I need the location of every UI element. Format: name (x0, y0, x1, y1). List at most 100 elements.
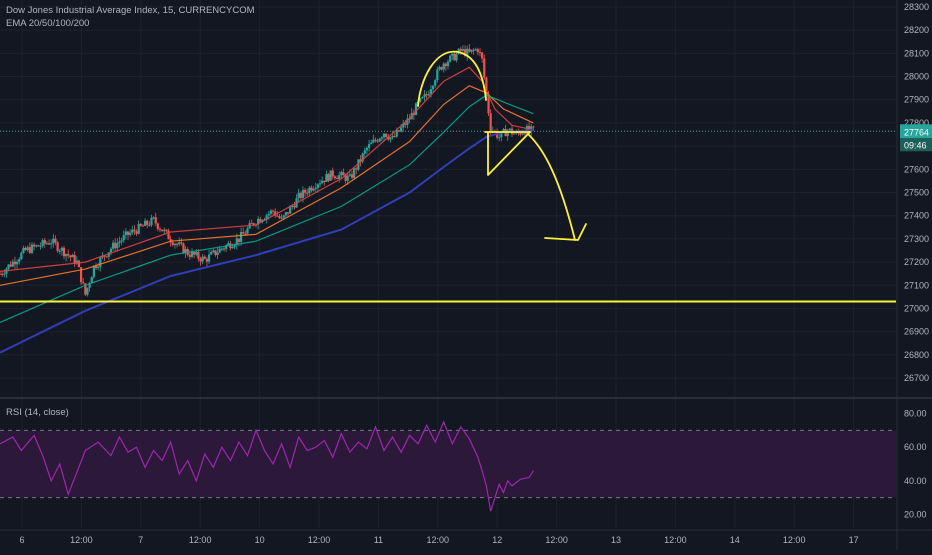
countdown-badge (900, 138, 932, 152)
time-tick-label: 13 (611, 535, 621, 545)
candle-body (487, 94, 490, 114)
time-tick-label: 12:00 (308, 535, 331, 545)
price-tick-label: 27100 (904, 280, 929, 290)
candle-body (367, 144, 371, 148)
candle-body (171, 242, 174, 246)
candle-body (346, 175, 349, 181)
candle-body (436, 69, 439, 81)
candle-body (265, 215, 268, 220)
candle-body (513, 133, 516, 135)
candle-body (278, 216, 281, 219)
candle-body (94, 265, 98, 269)
candle-body (41, 240, 44, 246)
candle-body (35, 245, 38, 247)
candle-body (329, 170, 332, 181)
candle-body (150, 217, 153, 226)
drawing-annotations (417, 50, 587, 241)
price-axis: 26700 26800 26900 27000 27100 27200 27300 27400… (904, 2, 929, 520)
candle-body (306, 192, 309, 194)
flag-drawing (487, 131, 531, 176)
price-tick-label: 27600 (904, 164, 929, 174)
candle-body (75, 260, 78, 264)
candle-body (139, 223, 142, 226)
candle-body (331, 170, 334, 177)
candle-body (310, 187, 313, 191)
candle-body (382, 133, 386, 138)
price-tick-label: 26800 (904, 350, 929, 360)
candle-body (451, 53, 454, 56)
candle-body (20, 252, 23, 260)
candle-body (175, 243, 179, 245)
candle-body (118, 241, 121, 243)
candle-body (250, 223, 253, 225)
candle-body (47, 243, 51, 245)
candle-body (274, 211, 277, 216)
candle-body (120, 240, 123, 242)
candle-body (135, 231, 138, 234)
time-tick-label: 12:00 (545, 535, 568, 545)
candle-body (146, 220, 149, 225)
candle-body (111, 242, 115, 249)
candle-body (244, 233, 247, 235)
time-tick-label: 7 (138, 535, 143, 545)
candle-body (344, 175, 347, 181)
candle-body (178, 242, 181, 245)
price-tick-label: 27200 (904, 257, 929, 267)
candle-body (69, 255, 72, 258)
candle-body (286, 212, 290, 214)
candle-body (293, 205, 296, 208)
candle-body (449, 55, 452, 62)
time-tick-label: 12:00 (664, 535, 687, 545)
candle-body (359, 159, 362, 162)
candle-body (152, 217, 155, 219)
price-tick-label: 28200 (904, 25, 929, 35)
candle-body (141, 225, 145, 227)
candle-body (116, 242, 119, 249)
candle-body (43, 240, 46, 244)
arrow-head-drawing (544, 223, 587, 241)
candle-body (239, 232, 243, 242)
candle-body (92, 265, 95, 278)
candle-body (374, 139, 377, 141)
candle-body (105, 256, 108, 258)
candle-body (222, 248, 226, 250)
candle-body (148, 224, 151, 226)
candle-body (84, 283, 87, 295)
candle-body (393, 136, 396, 138)
candle-body (242, 232, 245, 234)
candle-body (154, 217, 157, 224)
candle-body (532, 126, 535, 128)
candle-body (387, 136, 390, 140)
candle-body (425, 94, 428, 96)
candle-body (269, 210, 273, 214)
candle-body (485, 77, 488, 95)
head-arc-drawing (417, 50, 487, 107)
candle-body (165, 229, 168, 231)
candle-body (54, 238, 57, 243)
candle-body (124, 231, 127, 236)
candle-body (370, 142, 373, 145)
candle-body (280, 217, 283, 219)
candle-body (365, 147, 369, 151)
candle-body (419, 98, 422, 102)
down-arrow-drawing (527, 133, 576, 241)
candle-body (444, 63, 447, 67)
candle-body (442, 63, 445, 70)
time-tick-label: 12 (492, 535, 502, 545)
time-tick-label: 17 (849, 535, 859, 545)
candle-body (421, 96, 424, 99)
candle-body (203, 256, 206, 259)
candle-body (77, 260, 81, 268)
candle-body (376, 140, 379, 142)
candle-body (314, 187, 317, 189)
candle-body (122, 235, 125, 241)
candle-body (391, 136, 394, 138)
candle-body (52, 238, 55, 244)
candle-body (167, 230, 170, 240)
candle-body (62, 247, 66, 257)
candle-body (233, 245, 236, 247)
candle-body (88, 283, 91, 288)
candle-body (395, 130, 398, 137)
